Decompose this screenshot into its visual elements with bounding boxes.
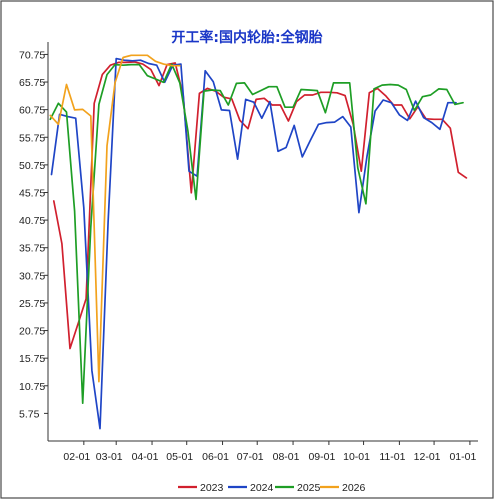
x-tick-label: 11-01 xyxy=(379,451,405,463)
x-tick-label: 05-01 xyxy=(166,451,193,463)
y-tick-label: 60.75 xyxy=(19,105,45,117)
x-tick-label: 08-01 xyxy=(273,451,300,463)
legend-label-2025: 2025 xyxy=(297,482,321,494)
chart-title: 开工率:国内轮胎:全钢胎 xyxy=(171,30,323,46)
y-tick-label: 20.75 xyxy=(19,326,45,338)
y-tick-label: 30.75 xyxy=(19,270,45,282)
x-tick-label: 01-01 xyxy=(449,451,476,463)
x-tick-label: 07-01 xyxy=(237,451,264,463)
x-tick-label: 10-01 xyxy=(343,451,370,463)
x-tick-label: 03-01 xyxy=(96,451,123,463)
x-tick-label: 04-01 xyxy=(132,451,159,463)
series-layer xyxy=(49,54,468,430)
y-tick-label: 55.75 xyxy=(19,132,45,144)
series-line-2026 xyxy=(49,54,181,383)
y-tick-label: 40.75 xyxy=(19,215,45,227)
legend-label-2026: 2026 xyxy=(342,482,366,494)
x-tick-label: 09-01 xyxy=(308,451,335,463)
y-tick-label: 15.75 xyxy=(19,353,45,365)
y-tick-label: 10.75 xyxy=(19,381,45,393)
y-tick-label: 25.75 xyxy=(19,298,45,310)
series-line-2025 xyxy=(49,63,464,405)
y-tick-label: 45.75 xyxy=(19,187,45,199)
chart-axes: 70.75 65.75 60.75 55.75 50.75 45.75 40.75 35.75… xyxy=(19,42,478,463)
legend-label-2024: 2024 xyxy=(250,482,274,494)
x-tick-label: 02-01 xyxy=(63,451,90,463)
y-tick-label: 35.75 xyxy=(19,243,45,255)
series-line-2024 xyxy=(50,57,457,430)
y-tick-label: 65.75 xyxy=(19,77,45,89)
chart-legend: 2023 2024 2025 2026 xyxy=(178,482,366,494)
legend-label-2023: 2023 xyxy=(200,482,224,494)
x-tick-label: 06-01 xyxy=(202,451,229,463)
x-tick-label: 12-01 xyxy=(414,451,441,463)
y-tick-label: 50.75 xyxy=(19,160,45,172)
series-line-2023 xyxy=(52,61,468,350)
y-tick-label: 5.75 xyxy=(19,408,40,420)
y-tick-label: 70.75 xyxy=(19,49,45,61)
